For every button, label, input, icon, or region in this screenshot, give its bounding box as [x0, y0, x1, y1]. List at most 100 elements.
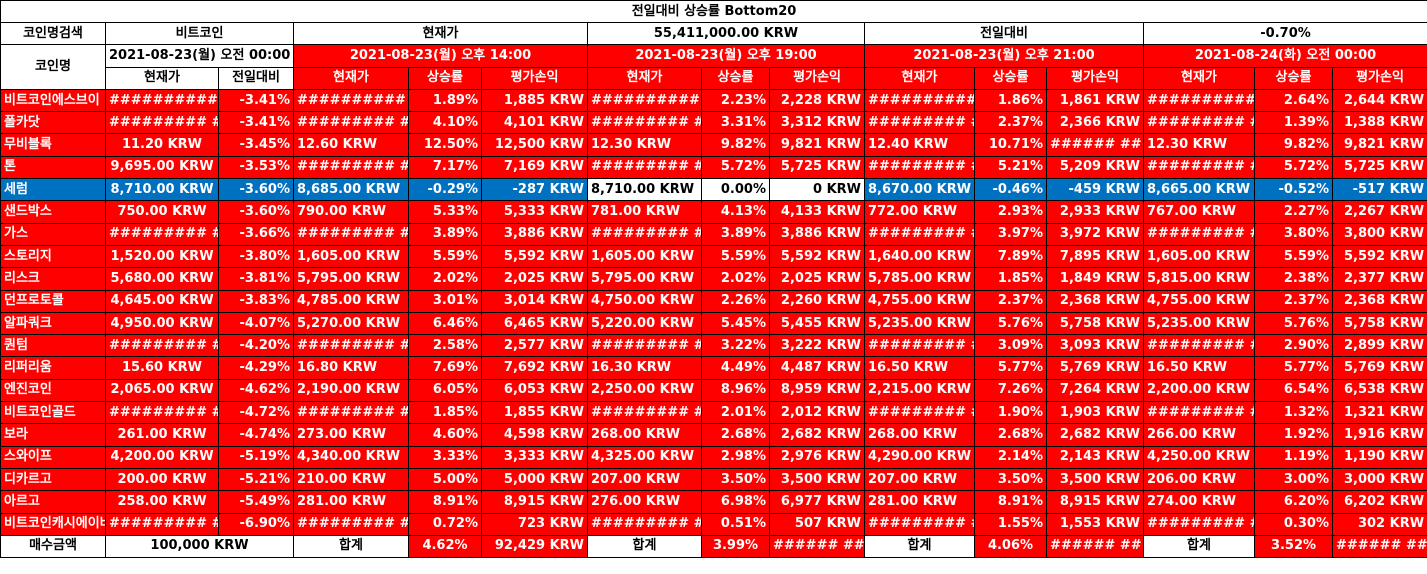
column-header: 현재가 — [293, 66, 409, 90]
base-price: ######### # — [105, 334, 219, 358]
period-rate: 6.05% — [408, 378, 482, 403]
period-pnl: 1,190 KRW — [1331, 445, 1427, 469]
period-pnl: 7,264 KRW — [1046, 378, 1144, 403]
period-price: ######### # — [587, 401, 702, 425]
period-rate: 5.77% — [974, 356, 1047, 380]
base-price: ######### # — [105, 401, 219, 425]
base-change: -5.49% — [218, 490, 294, 514]
period-price: 2,215.00 KRW — [864, 378, 975, 403]
period-rate: 9.82% — [1254, 133, 1333, 157]
period-pnl: 4,133 KRW — [769, 200, 865, 224]
period-rate: 5.21% — [974, 155, 1047, 180]
period-price: ######### # — [1143, 155, 1255, 180]
period-pnl: 1,553 KRW — [1046, 512, 1144, 536]
period-pnl: 2,368 KRW — [1331, 289, 1427, 313]
period-price: 274.00 KRW — [1143, 490, 1255, 514]
coin-name: 보라 — [0, 423, 106, 447]
period-pnl: 5,592 KRW — [1331, 244, 1427, 269]
period-pnl: 6,538 KRW — [1331, 378, 1427, 403]
period-pnl: 5,209 KRW — [1046, 155, 1144, 180]
sheet-title: 전일대비 상승률 Bottom20 — [0, 0, 1427, 23]
base-change: -3.41% — [218, 88, 294, 113]
period-rate: 0.00% — [701, 178, 770, 202]
period-price: ######### # — [293, 401, 409, 425]
period-rate: 4.60% — [408, 423, 482, 447]
period-pnl: 3,500 KRW — [769, 467, 865, 492]
period-rate: 2.68% — [701, 423, 770, 447]
base-price: ######### # — [105, 512, 219, 536]
base-price: 15.60 KRW — [105, 356, 219, 380]
total-rate: 3.99% — [701, 534, 770, 559]
base-change: -3.81% — [218, 267, 294, 291]
period-price: ######### # — [587, 111, 702, 135]
table-row: 스토리지 1,520.00 KRW -3.80% 1,605.00 KRW 5.59% 5… — [0, 244, 1427, 269]
period-rate: 5.33% — [408, 200, 482, 224]
period-price: 4,325.00 KRW — [587, 445, 702, 469]
period-rate: 1.86% — [974, 88, 1047, 113]
period-pnl: 5,769 KRW — [1331, 356, 1427, 380]
period-rate: -0.52% — [1254, 178, 1333, 202]
base-price: 4,200.00 KRW — [105, 445, 219, 469]
period-price: 1,640.00 KRW — [864, 244, 975, 269]
base-change: -3.60% — [218, 178, 294, 202]
table-row: 톤 9,695.00 KRW -3.53% ######### #7.17% 7,169… — [0, 155, 1427, 180]
coin-rows: 비트코인에스브이 ########## -3.41% ########## 1.89% 1… — [0, 88, 1427, 536]
base-price: 5,680.00 KRW — [105, 267, 219, 291]
total-label: 합계 — [864, 534, 975, 559]
period-rate: 2.37% — [974, 111, 1047, 135]
period-rate: 7.17% — [408, 155, 482, 180]
table-row: 스와이프 4,200.00 KRW -5.19% 4,340.00 KRW 3.33% 3… — [0, 445, 1427, 469]
period-pnl: 4,101 KRW — [481, 111, 588, 135]
period-price: 8,710.00 KRW — [587, 178, 702, 202]
period-price: 5,785.00 KRW — [864, 267, 975, 291]
period-rate: 3.89% — [701, 222, 770, 246]
period-pnl: 5,592 KRW — [481, 244, 588, 269]
period-pnl: 5,333 KRW — [481, 200, 588, 224]
coin-name: 폴카닷 — [0, 111, 106, 135]
total-pnl: ###### ## — [1331, 534, 1427, 559]
period-rate: 6.20% — [1254, 490, 1333, 514]
period-rate: 1.39% — [1254, 111, 1333, 135]
coin-name-header: 코인명 — [0, 44, 106, 90]
column-header: 상승률 — [408, 66, 482, 90]
total-rate: 4.62% — [408, 534, 482, 559]
base-change: -5.21% — [218, 467, 294, 492]
coin-search-input[interactable]: 비트코인 — [105, 21, 294, 46]
period-price: 207.00 KRW — [864, 467, 975, 492]
period-pnl: 3,014 KRW — [481, 289, 588, 313]
period-rate: 1.32% — [1254, 401, 1333, 425]
period-rate: 2.93% — [974, 200, 1047, 224]
period-price: 16.80 KRW — [293, 356, 409, 380]
period-rate: 3.89% — [408, 222, 482, 246]
period-pnl: 1,321 KRW — [1331, 401, 1427, 425]
period-rate: 5.77% — [1254, 356, 1333, 380]
buy-amount-value[interactable]: 100,000 KRW — [105, 534, 294, 559]
period-price: 273.00 KRW — [293, 423, 409, 447]
column-header: 평가손익 — [769, 66, 865, 90]
total-label: 합계 — [1143, 534, 1255, 559]
period-rate: 6.46% — [408, 311, 482, 336]
period-price: 210.00 KRW — [293, 467, 409, 492]
base-change: -3.80% — [218, 244, 294, 269]
period-rate: -0.46% — [974, 178, 1047, 202]
base-price: ######### # — [105, 111, 219, 135]
change-value: -0.70% — [1142, 21, 1427, 46]
table-row: 세럼 8,710.00 KRW -3.60% 8,685.00 KRW -0.29% -2… — [0, 178, 1427, 202]
period-pnl: 3,500 KRW — [1046, 467, 1144, 492]
period-pnl: 3,222 KRW — [769, 334, 865, 358]
period-pnl: 1,849 KRW — [1046, 267, 1144, 291]
period-rate: 5.00% — [408, 467, 482, 492]
period-price: 5,220.00 KRW — [587, 311, 702, 336]
period-price: 2,250.00 KRW — [587, 378, 702, 403]
coin-name: 스와이프 — [0, 445, 106, 469]
table-row: 보라 261.00 KRW -4.74% 273.00 KRW 4.60% 4,598 K… — [0, 423, 1427, 447]
coin-name: 리스크 — [0, 267, 106, 291]
period-pnl: 3,886 KRW — [481, 222, 588, 246]
column-header: 현재가 — [587, 66, 702, 90]
period-pnl: 7,895 KRW — [1046, 244, 1144, 269]
period-pnl: 3,800 KRW — [1331, 222, 1427, 246]
period-rate: 5.72% — [701, 155, 770, 180]
period-price: ######### # — [1143, 401, 1255, 425]
period-pnl: 2,644 KRW — [1331, 88, 1427, 113]
period-rate: -0.29% — [408, 178, 482, 202]
